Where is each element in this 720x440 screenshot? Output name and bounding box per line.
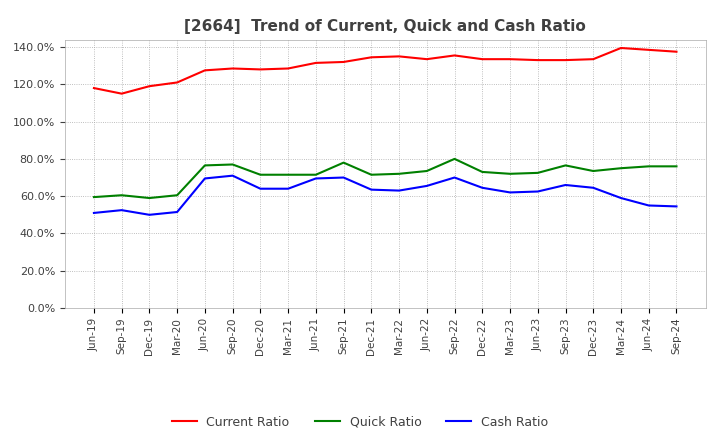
Quick Ratio [672,164,681,169]
Quick Ratio [478,169,487,175]
Quick Ratio [339,160,348,165]
Current Ratio [644,47,653,52]
Current Ratio [145,84,154,89]
Quick Ratio [505,171,514,176]
Current Ratio [117,91,126,96]
Cash Ratio [201,176,210,181]
Current Ratio [450,53,459,58]
Line: Cash Ratio: Cash Ratio [94,176,677,215]
Current Ratio [339,59,348,65]
Quick Ratio [117,193,126,198]
Current Ratio [312,60,320,66]
Current Ratio [201,68,210,73]
Quick Ratio [173,193,181,198]
Current Ratio [561,58,570,63]
Quick Ratio [423,169,431,174]
Title: [2664]  Trend of Current, Quick and Cash Ratio: [2664] Trend of Current, Quick and Cash … [184,19,586,34]
Quick Ratio [228,162,237,167]
Cash Ratio [395,188,403,193]
Cash Ratio [312,176,320,181]
Cash Ratio [450,175,459,180]
Quick Ratio [312,172,320,177]
Cash Ratio [644,203,653,208]
Cash Ratio [561,182,570,187]
Quick Ratio [589,169,598,174]
Cash Ratio [256,186,265,191]
Current Ratio [228,66,237,71]
Cash Ratio [367,187,376,192]
Quick Ratio [145,195,154,201]
Line: Current Ratio: Current Ratio [94,48,677,94]
Cash Ratio [672,204,681,209]
Line: Quick Ratio: Quick Ratio [94,159,677,198]
Quick Ratio [450,156,459,161]
Quick Ratio [89,194,98,200]
Quick Ratio [284,172,292,177]
Quick Ratio [395,171,403,176]
Cash Ratio [173,209,181,215]
Current Ratio [173,80,181,85]
Cash Ratio [117,208,126,213]
Cash Ratio [589,185,598,191]
Current Ratio [589,56,598,62]
Current Ratio [256,67,265,72]
Current Ratio [672,49,681,55]
Current Ratio [616,45,625,51]
Quick Ratio [616,165,625,171]
Current Ratio [505,56,514,62]
Legend: Current Ratio, Quick Ratio, Cash Ratio: Current Ratio, Quick Ratio, Cash Ratio [166,411,554,434]
Quick Ratio [256,172,265,177]
Cash Ratio [89,210,98,216]
Cash Ratio [145,212,154,217]
Cash Ratio [478,185,487,191]
Current Ratio [395,54,403,59]
Quick Ratio [561,163,570,168]
Quick Ratio [367,172,376,177]
Quick Ratio [644,164,653,169]
Current Ratio [89,85,98,91]
Cash Ratio [423,183,431,189]
Cash Ratio [616,195,625,201]
Cash Ratio [534,189,542,194]
Current Ratio [478,56,487,62]
Current Ratio [367,55,376,60]
Cash Ratio [505,190,514,195]
Quick Ratio [534,170,542,176]
Current Ratio [423,56,431,62]
Current Ratio [534,58,542,63]
Cash Ratio [284,186,292,191]
Current Ratio [284,66,292,71]
Cash Ratio [339,175,348,180]
Cash Ratio [228,173,237,178]
Quick Ratio [201,163,210,168]
